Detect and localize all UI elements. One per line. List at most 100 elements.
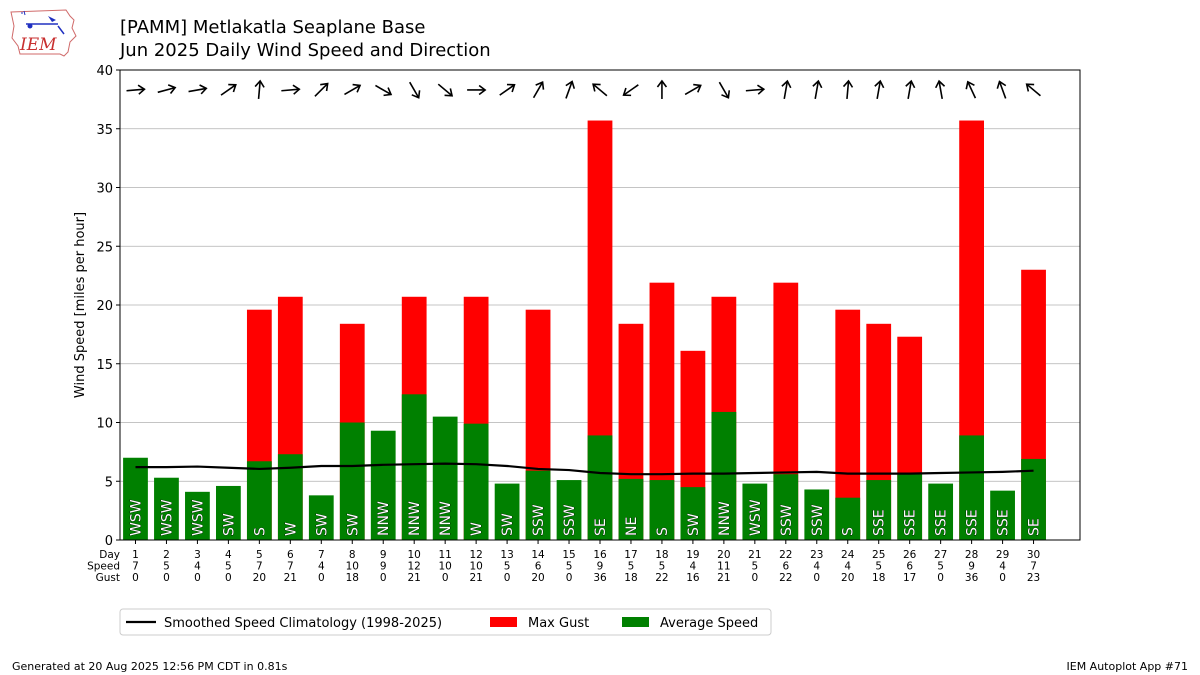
- speed-bar: [401, 394, 427, 540]
- direction-arrow: [781, 79, 792, 99]
- speed-label: 4: [813, 561, 820, 573]
- climatology-series-line: [135, 462, 1034, 476]
- day-label: 30: [1027, 549, 1040, 561]
- speed-bar: [866, 480, 892, 540]
- direction-arrow: [874, 79, 885, 99]
- direction-arrow: [996, 80, 1007, 99]
- gust-label: 16: [686, 572, 700, 584]
- speed-bar: [773, 474, 799, 540]
- row-label: Speed: [87, 561, 120, 573]
- speed-label: 6: [906, 561, 913, 573]
- day-label: 29: [996, 549, 1009, 561]
- direction-arrow: [842, 79, 854, 100]
- speed-bar: [1021, 458, 1046, 540]
- direction-arrow: [532, 81, 545, 99]
- direction-label: SSW: [531, 504, 547, 536]
- direction-arrow: [467, 84, 487, 96]
- speed-label: 12: [408, 561, 421, 573]
- y-tick-label: 25: [96, 240, 113, 255]
- direction-arrow: [188, 84, 208, 95]
- direction-label: WSW: [190, 499, 206, 536]
- direction-label: SSE: [996, 509, 1012, 536]
- gust-label: 23: [1027, 572, 1040, 584]
- direction-arrow: [684, 83, 702, 96]
- y-tick-label: 20: [96, 299, 113, 314]
- speed-bar: [556, 480, 582, 540]
- gust-label: 36: [593, 572, 607, 584]
- direction-arrows: [126, 79, 1041, 100]
- speed-label: 5: [937, 561, 944, 573]
- speed-label: 6: [535, 561, 542, 573]
- speed-label: 9: [968, 561, 975, 573]
- y-tick-label: 30: [96, 182, 113, 197]
- direction-label: WSW: [748, 499, 764, 536]
- day-label: 2: [163, 549, 170, 561]
- logo-text: IEM: [19, 35, 57, 55]
- gust-label: 0: [194, 572, 201, 584]
- y-axis-label: Wind Speed [miles per hour]: [73, 212, 88, 398]
- direction-label: SW: [221, 513, 237, 536]
- y-tick-label: 5: [105, 475, 113, 490]
- day-label: 28: [965, 549, 978, 561]
- gust-label: 17: [903, 572, 916, 584]
- speed-bar: [959, 435, 984, 540]
- day-label: 27: [934, 549, 947, 561]
- day-label: 24: [841, 549, 855, 561]
- generated-note: Generated at 20 Aug 2025 12:56 PM CDT in…: [12, 660, 288, 673]
- direction-label: NNW: [376, 501, 392, 536]
- direction-label: NNW: [717, 501, 733, 536]
- speed-bar: [339, 422, 365, 540]
- x-axis: 1702503404505720672174081018990101221111…: [87, 540, 1040, 584]
- speed-bar: [246, 461, 272, 540]
- speed-label: 6: [782, 561, 789, 573]
- direction-arrow: [344, 83, 362, 96]
- speed-bar: [587, 435, 613, 540]
- speed-bar: [308, 495, 334, 540]
- direction-arrow: [934, 79, 946, 99]
- day-label: 13: [500, 549, 513, 561]
- gust-label: 20: [531, 572, 544, 584]
- direction-arrow: [592, 83, 608, 97]
- speed-label: 10: [346, 561, 359, 573]
- day-label: 8: [349, 549, 356, 561]
- direction-label: SSW: [810, 504, 826, 536]
- direction-labels: WSW WSW WSW SW S W SW SW NNW NNW NNW W SW SSW SSW SE NE S…: [128, 499, 1043, 536]
- day-label: 10: [408, 549, 421, 561]
- legend-swatch: [622, 617, 649, 627]
- day-label: 14: [531, 549, 545, 561]
- speed-bar: [370, 430, 396, 540]
- day-label: 21: [748, 549, 761, 561]
- day-label: 4: [225, 549, 232, 561]
- gust-label: 18: [872, 572, 885, 584]
- day-label: 17: [624, 549, 637, 561]
- gust-label: 21: [284, 572, 297, 584]
- direction-label: SW: [314, 513, 330, 536]
- speed-label: 7: [256, 561, 263, 573]
- day-label: 5: [256, 549, 263, 561]
- speed-bar: [835, 497, 861, 540]
- speed-label: 5: [659, 561, 666, 573]
- day-label: 11: [438, 549, 451, 561]
- speed-bar: [990, 490, 1015, 540]
- direction-arrow: [254, 79, 265, 100]
- climatology-line: [135, 462, 1034, 476]
- speed-bar: [494, 483, 520, 540]
- direction-label: SE: [593, 518, 609, 536]
- speed-bar: [216, 485, 241, 540]
- y-tick-label: 15: [96, 358, 113, 373]
- y-axis: 0 5 10 15 20 25 30 35 40: [96, 64, 120, 549]
- direction-label: SW: [500, 513, 516, 536]
- y-tick-label: 35: [96, 123, 113, 138]
- speed-bar: [123, 457, 148, 540]
- speed-label: 5: [566, 561, 573, 573]
- legend: Smoothed Speed Climatology (1998-2025) Ma…: [119, 608, 772, 636]
- gust-label: 0: [999, 572, 1006, 584]
- gust-label: 0: [132, 572, 139, 584]
- speed-bar: [463, 423, 489, 540]
- direction-arrow: [126, 84, 146, 95]
- gust-label: 0: [318, 572, 325, 584]
- legend-label: Average Speed: [660, 616, 758, 631]
- gust-label: 21: [469, 572, 482, 584]
- gust-label: 0: [163, 572, 170, 584]
- gust-label: 0: [504, 572, 511, 584]
